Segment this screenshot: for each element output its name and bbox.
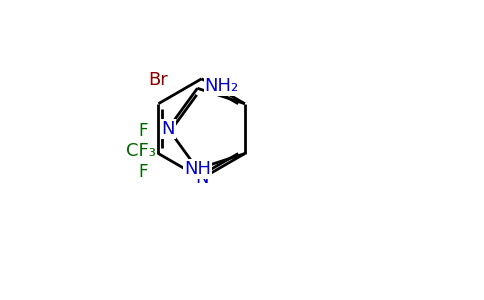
- Text: Br: Br: [149, 71, 168, 89]
- Text: CF₃: CF₃: [126, 142, 156, 160]
- Text: F: F: [138, 163, 148, 181]
- Text: NH₂: NH₂: [205, 77, 239, 95]
- Text: F: F: [138, 142, 148, 160]
- Text: NH: NH: [184, 160, 211, 178]
- Text: N: N: [161, 120, 175, 138]
- Text: F: F: [138, 122, 148, 140]
- Text: N: N: [195, 169, 209, 188]
